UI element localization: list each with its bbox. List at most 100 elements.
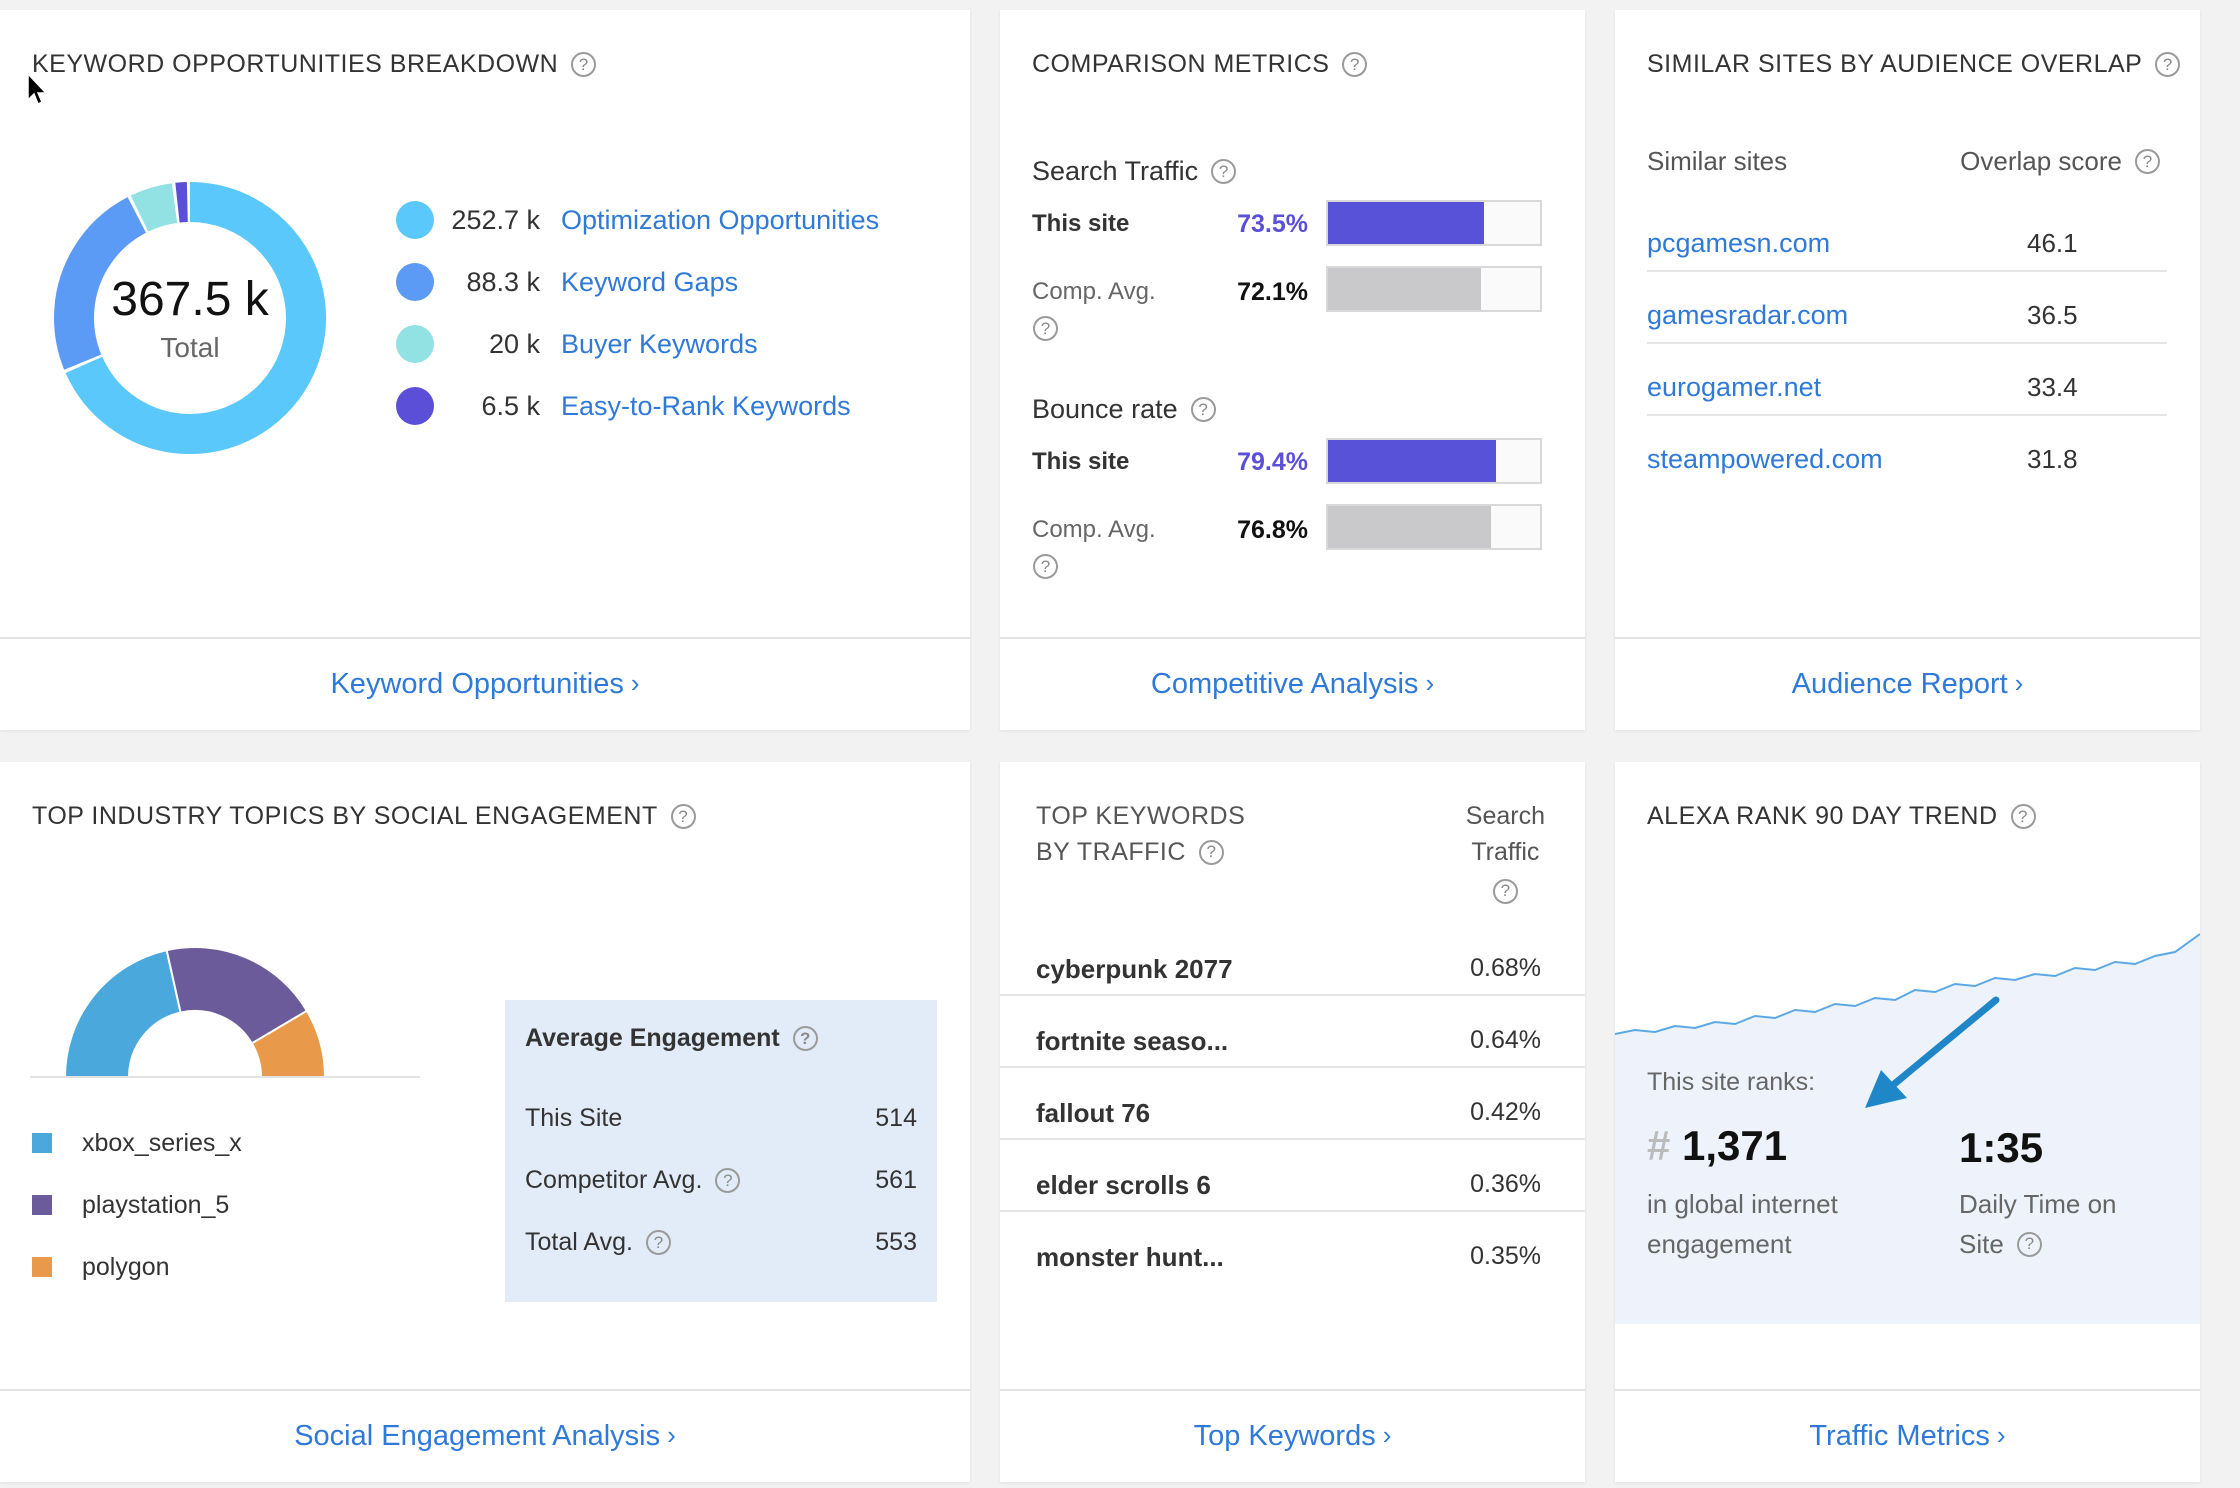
search-comp-bar bbox=[1326, 266, 1542, 312]
chevron-right-icon: › bbox=[1996, 1420, 2006, 1450]
top-keywords-card: TOP KEYWORDS BY TRAFFIC ? Search Traffic… bbox=[1000, 762, 1585, 1482]
legend-link-buyer-keywords[interactable]: Buyer Keywords bbox=[561, 328, 758, 359]
help-icon[interactable]: ? bbox=[1492, 878, 1518, 904]
similar-site-link[interactable]: eurogamer.net bbox=[1647, 372, 1822, 402]
keyword-row: monster hunt... 0.35% bbox=[1036, 1242, 1541, 1272]
comparison-metrics-card: COMPARISON METRICS ? Search Traffic ? Th… bbox=[1000, 10, 1585, 730]
help-icon[interactable]: ? bbox=[2016, 1231, 2042, 1257]
legend-link-keyword-gaps[interactable]: Keyword Gaps bbox=[561, 266, 739, 297]
competitive-analysis-link[interactable]: Competitive Analysis › bbox=[1150, 668, 1435, 700]
help-icon[interactable]: ? bbox=[1190, 397, 1216, 422]
overlap-score: 31.8 bbox=[2027, 444, 2078, 474]
alexa-card-footer: Traffic Metrics › bbox=[1615, 1389, 2200, 1482]
engagement-row: Competitor Avg. ? 561 bbox=[525, 1166, 917, 1194]
similar-site-row: eurogamer.net 33.4 bbox=[1647, 360, 2167, 432]
chevron-right-icon: › bbox=[1425, 668, 1435, 698]
donut-total-value: 367.5 k bbox=[111, 273, 269, 326]
legend-item: 252.7 k Optimization Opportunities bbox=[396, 200, 879, 240]
legend-item: 6.5 k Easy-to-Rank Keywords bbox=[396, 386, 851, 426]
legend-item: 88.3 k Keyword Gaps bbox=[396, 262, 738, 302]
help-icon[interactable]: ? bbox=[645, 1230, 671, 1255]
average-engagement-box: Average Engagement ? This Site 514 Compe… bbox=[505, 1000, 937, 1302]
alexa-trend-chart bbox=[1615, 933, 2200, 1324]
similar-sites-card: SIMILAR SITES BY AUDIENCE OVERLAP ? Simi… bbox=[1615, 10, 2200, 730]
donut-segment-optimization bbox=[54, 182, 326, 454]
bounce-comp-value: 76.8% bbox=[1237, 516, 1308, 544]
legend-swatch bbox=[32, 1133, 52, 1153]
overlap-score: 36.5 bbox=[2027, 300, 2078, 330]
social-engagement-analysis-link[interactable]: Social Engagement Analysis › bbox=[294, 1420, 676, 1452]
col-header-similar-sites: Similar sites bbox=[1647, 146, 1788, 176]
keyword-opportunities-card: KEYWORD OPPORTUNITIES BREAKDOWN ? 367.5 … bbox=[0, 10, 970, 730]
donut-total-label: Total bbox=[160, 332, 220, 363]
bounce-this-site-label: This site bbox=[1032, 448, 1130, 475]
search-this-site-value: 73.5% bbox=[1237, 210, 1308, 238]
bounce-comp-bar bbox=[1326, 504, 1542, 550]
top-keywords-link[interactable]: Top Keywords › bbox=[1193, 1420, 1392, 1452]
legend-link-easy-to-rank[interactable]: Easy-to-Rank Keywords bbox=[561, 390, 851, 421]
bounce-this-site-bar bbox=[1326, 438, 1542, 484]
legend-link-optimization[interactable]: Optimization Opportunities bbox=[561, 204, 880, 235]
keyword-donut-chart bbox=[54, 182, 326, 454]
top-keywords-title: TOP KEYWORDS BY TRAFFIC ? bbox=[1036, 802, 1246, 866]
social-card-footer: Social Engagement Analysis › bbox=[0, 1389, 970, 1482]
traffic-metrics-link[interactable]: Traffic Metrics › bbox=[1809, 1420, 2006, 1452]
top-keywords-card-footer: Top Keywords › bbox=[1000, 1389, 1585, 1482]
bounce-comp-label: Comp. Avg. bbox=[1032, 516, 1156, 543]
comparison-card-footer: Competitive Analysis › bbox=[1000, 637, 1585, 730]
bounce-this-site-bar-fill bbox=[1328, 440, 1496, 482]
legend-dot bbox=[396, 325, 434, 363]
engagement-row: This Site 514 bbox=[525, 1104, 917, 1132]
help-icon[interactable]: ? bbox=[1342, 52, 1368, 77]
similar-site-row: gamesradar.com 36.5 bbox=[1647, 288, 2167, 360]
similar-site-link[interactable]: steampowered.com bbox=[1647, 444, 1883, 474]
legend-dot bbox=[396, 201, 434, 239]
bounce-rate-label: Bounce rate ? bbox=[1032, 394, 1216, 425]
search-comp-label: Comp. Avg. bbox=[1032, 278, 1156, 305]
row-divider bbox=[1000, 1138, 1585, 1140]
site-ranks-label: This site ranks: bbox=[1647, 1068, 1816, 1096]
keyword-row: fallout 76 0.42% bbox=[1036, 1098, 1541, 1128]
help-icon[interactable]: ? bbox=[2135, 149, 2160, 174]
help-icon[interactable]: ? bbox=[571, 52, 597, 77]
help-icon[interactable]: ? bbox=[1211, 159, 1237, 184]
audience-report-link[interactable]: Audience Report › bbox=[1791, 668, 2024, 700]
legend-dot bbox=[396, 263, 434, 301]
daily-time-caption: Daily Time on Site ? bbox=[1959, 1189, 2117, 1259]
keyword-card-footer: Keyword Opportunities › bbox=[0, 637, 970, 730]
chevron-right-icon: › bbox=[2014, 668, 2024, 698]
overlap-score: 33.4 bbox=[2027, 372, 2078, 402]
search-traffic-col-header: Search Traffic ? bbox=[1466, 798, 1545, 906]
search-comp-bar-fill bbox=[1328, 268, 1481, 310]
alexa-rank-card: ALEXA RANK 90 DAY TREND ? This site rank… bbox=[1615, 762, 2200, 1482]
row-divider bbox=[1000, 1210, 1585, 1212]
row-divider bbox=[1647, 342, 2167, 344]
help-icon[interactable]: ? bbox=[1198, 839, 1224, 865]
help-icon[interactable]: ? bbox=[2155, 52, 2181, 77]
average-engagement-title: Average Engagement ? bbox=[525, 1024, 818, 1053]
similar-site-link[interactable]: pcgamesn.com bbox=[1647, 228, 1831, 258]
col-header-overlap-score: Overlap score ? bbox=[1960, 146, 2160, 177]
help-icon[interactable]: ? bbox=[715, 1168, 741, 1193]
keyword-opportunities-link[interactable]: Keyword Opportunities › bbox=[330, 668, 640, 700]
chevron-right-icon: › bbox=[1382, 1420, 1392, 1450]
help-icon[interactable]: ? bbox=[670, 804, 696, 829]
mouse-cursor-icon bbox=[27, 72, 48, 106]
legend-item: 20 k Buyer Keywords bbox=[396, 324, 758, 364]
legend-item: polygon bbox=[32, 1252, 170, 1282]
legend-item: xbox_series_x bbox=[32, 1128, 242, 1158]
similar-card-title: SIMILAR SITES BY AUDIENCE OVERLAP ? bbox=[1647, 50, 2181, 79]
chevron-right-icon: › bbox=[630, 668, 640, 698]
help-icon[interactable]: ? bbox=[2010, 804, 2036, 829]
similar-site-link[interactable]: gamesradar.com bbox=[1647, 300, 1849, 330]
keyword-row: cyberpunk 2077 0.68% bbox=[1036, 954, 1541, 984]
donut-segment-keyword-gaps bbox=[54, 182, 326, 454]
help-icon[interactable]: ? bbox=[1033, 316, 1058, 341]
search-this-site-bar-fill bbox=[1328, 202, 1484, 244]
legend-item: playstation_5 bbox=[32, 1190, 229, 1220]
legend-swatch bbox=[32, 1257, 52, 1277]
arrow-annotation-icon bbox=[1865, 996, 2000, 1108]
help-icon[interactable]: ? bbox=[792, 1026, 818, 1051]
half-donut-segment-xbox-series-x bbox=[63, 948, 182, 1078]
help-icon[interactable]: ? bbox=[1033, 554, 1058, 579]
